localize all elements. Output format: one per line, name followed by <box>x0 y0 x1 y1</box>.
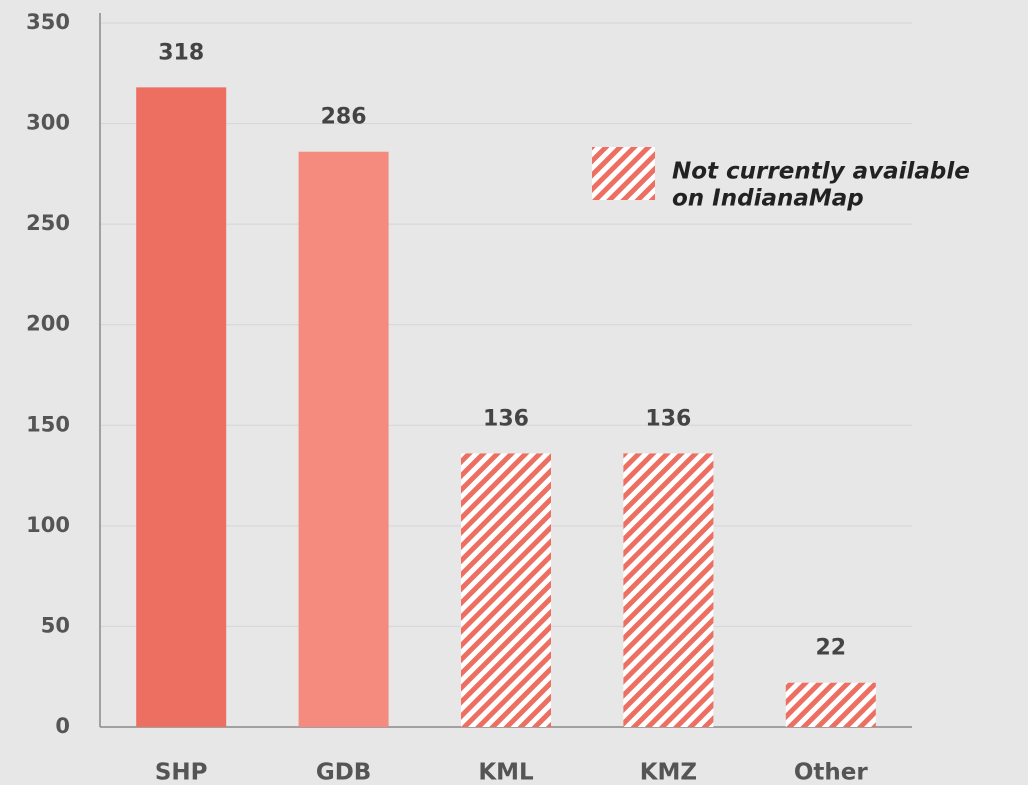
y-tick-label: 350 <box>26 10 70 34</box>
legend-label: Not currently available <box>672 159 970 185</box>
y-tick-label: 150 <box>26 412 70 436</box>
bar <box>136 87 227 727</box>
x-tick-label: Other <box>794 760 869 785</box>
x-tick-label: KMZ <box>640 760 697 785</box>
value-label: 22 <box>815 636 846 661</box>
bar <box>785 682 876 727</box>
value-label: 136 <box>645 406 691 431</box>
y-tick-label: 100 <box>26 513 70 537</box>
x-tick-label: SHP <box>155 760 208 785</box>
y-tick-label: 200 <box>26 312 70 336</box>
x-tick-label: GDB <box>316 760 372 785</box>
value-label: 136 <box>483 406 529 431</box>
y-tick-label: 250 <box>26 211 70 235</box>
value-label: 318 <box>158 40 204 65</box>
bar <box>298 151 389 727</box>
legend-swatch <box>592 147 655 200</box>
legend-label: on IndianaMap <box>672 186 864 212</box>
value-label: 286 <box>321 105 367 130</box>
bar <box>623 453 714 727</box>
y-tick-label: 50 <box>41 613 70 637</box>
x-tick-label: KML <box>478 760 534 785</box>
y-tick-label: 0 <box>55 714 70 738</box>
bar <box>461 453 551 727</box>
y-tick-label: 300 <box>26 111 70 135</box>
